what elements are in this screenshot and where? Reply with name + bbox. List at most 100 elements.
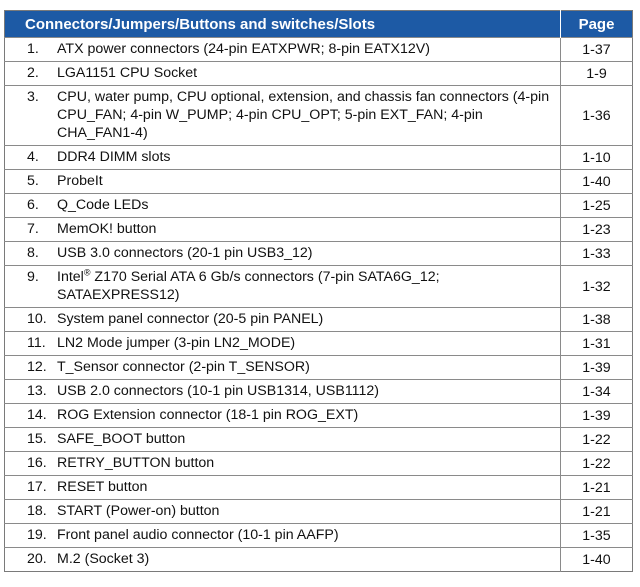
table-row: 20. M.2 (Socket 3) 1-40 xyxy=(4,547,633,572)
item-cell: 4. DDR4 DIMM slots xyxy=(4,145,561,170)
item-number: 13. xyxy=(27,383,47,399)
item-description: System panel connector (20-5 pin PANEL) xyxy=(57,311,324,327)
table-row: 5. ProbeIt 1-40 xyxy=(4,169,633,194)
table-row: 18. START (Power-on) button 1-21 xyxy=(4,499,633,524)
item-description: USB 3.0 connectors (20-1 pin USB3_12) xyxy=(57,245,313,261)
item-cell: 16. RETRY_BUTTON button xyxy=(4,451,561,476)
table-body: 1. ATX power connectors (24-pin EATXPWR; … xyxy=(4,37,633,572)
item-number: 9. xyxy=(27,269,39,285)
item-cell: 17. RESET button xyxy=(4,475,561,500)
item-cell: 3. CPU, water pump, CPU optional, extensi… xyxy=(4,85,561,146)
item-cell: 13. USB 2.0 connectors (10-1 pin USB1314,… xyxy=(4,379,561,404)
page-cell: 1-23 xyxy=(560,217,633,242)
page-cell: 1-36 xyxy=(560,85,633,146)
item-number: 7. xyxy=(27,221,39,237)
page-cell: 1-22 xyxy=(560,427,633,452)
item-description: ROG Extension connector (18-1 pin ROG_EX… xyxy=(57,407,359,423)
item-number: 18. xyxy=(27,503,47,519)
item-description: CPU, water pump, CPU optional, extension… xyxy=(57,89,550,141)
table-row: 6. Q_Code LEDs 1-25 xyxy=(4,193,633,218)
item-cell: 11. LN2 Mode jumper (3-pin LN2_MODE) xyxy=(4,331,561,356)
page-cell: 1-10 xyxy=(560,145,633,170)
item-description: LGA1151 CPU Socket xyxy=(57,65,198,81)
page-cell: 1-21 xyxy=(560,475,633,500)
item-description: ATX power connectors (24-pin EATXPWR; 8-… xyxy=(57,41,430,57)
item-description: T_Sensor connector (2-pin T_SENSOR) xyxy=(57,359,310,375)
item-description: RETRY_BUTTON button xyxy=(57,455,215,471)
item-number: 8. xyxy=(27,245,39,261)
item-description-text: Z170 Serial ATA 6 Gb/s connectors (7-pin… xyxy=(57,269,440,303)
table-row: 8. USB 3.0 connectors (20-1 pin USB3_12) 1… xyxy=(4,241,633,266)
page-cell: 1-37 xyxy=(560,37,633,62)
item-description: USB 2.0 connectors (10-1 pin USB1314, US… xyxy=(57,383,380,399)
item-cell: 12. T_Sensor connector (2-pin T_SENSOR) xyxy=(4,355,561,380)
table-row: 3. CPU, water pump, CPU optional, extensi… xyxy=(4,85,633,146)
item-cell: 8. USB 3.0 connectors (20-1 pin USB3_12) xyxy=(4,241,561,266)
table-row: 4. DDR4 DIMM slots 1-10 xyxy=(4,145,633,170)
item-number: 10. xyxy=(27,311,47,327)
item-cell: 19. Front panel audio connector (10-1 pin… xyxy=(4,523,561,548)
table-row: 9. Intel® Z170 Serial ATA 6 Gb/s connecto… xyxy=(4,265,633,308)
registered-mark: ® xyxy=(83,267,91,278)
item-cell: 1. ATX power connectors (24-pin EATXPWR; … xyxy=(4,37,561,62)
table-row: 7. MemOK! button 1-23 xyxy=(4,217,633,242)
item-cell: 6. Q_Code LEDs xyxy=(4,193,561,218)
table-row: 11. LN2 Mode jumper (3-pin LN2_MODE) 1-31 xyxy=(4,331,633,356)
page-cell: 1-39 xyxy=(560,355,633,380)
page-cell: 1-35 xyxy=(560,523,633,548)
item-description: Front panel audio connector (10-1 pin AA… xyxy=(57,527,339,543)
header-page: Page xyxy=(560,10,633,38)
item-description: LN2 Mode jumper (3-pin LN2_MODE) xyxy=(57,335,296,351)
item-description: MemOK! button xyxy=(57,221,157,237)
item-cell: 18. START (Power-on) button xyxy=(4,499,561,524)
item-number: 3. xyxy=(27,89,39,105)
item-cell: 7. MemOK! button xyxy=(4,217,561,242)
item-cell: 15. SAFE_BOOT button xyxy=(4,427,561,452)
page-cell: 1-32 xyxy=(560,265,633,308)
page-cell: 1-34 xyxy=(560,379,633,404)
item-description: START (Power-on) button xyxy=(57,503,220,519)
item-description: Q_Code LEDs xyxy=(57,197,149,213)
item-number: 20. xyxy=(27,551,47,567)
page-cell: 1-22 xyxy=(560,451,633,476)
item-number: 11. xyxy=(27,335,46,351)
item-description: ProbeIt xyxy=(57,173,103,189)
item-number: 6. xyxy=(27,197,39,213)
item-cell: 10. System panel connector (20-5 pin PANE… xyxy=(4,307,561,332)
connector-table-container: Connectors/Jumpers/Buttons and switches/… xyxy=(4,10,633,572)
item-description: M.2 (Socket 3) xyxy=(57,551,150,567)
table-row: 2. LGA1151 CPU Socket 1-9 xyxy=(4,61,633,86)
page-cell: 1-40 xyxy=(560,547,633,572)
table-row: 1. ATX power connectors (24-pin EATXPWR; … xyxy=(4,37,633,62)
item-number: 14. xyxy=(27,407,47,423)
table-row: 16. RETRY_BUTTON button 1-22 xyxy=(4,451,633,476)
table-row: 13. USB 2.0 connectors (10-1 pin USB1314,… xyxy=(4,379,633,404)
page-cell: 1-33 xyxy=(560,241,633,266)
item-number: 1. xyxy=(27,41,39,57)
page-cell: 1-9 xyxy=(560,61,633,86)
item-number: 4. xyxy=(27,149,39,165)
page-cell: 1-21 xyxy=(560,499,633,524)
item-number: 19. xyxy=(27,527,47,543)
item-description: RESET button xyxy=(57,479,148,495)
item-description: Intel® Z170 Serial ATA 6 Gb/s connectors… xyxy=(57,268,556,304)
item-description-brand: Intel xyxy=(57,269,84,285)
table-row: 15. SAFE_BOOT button 1-22 xyxy=(4,427,633,452)
item-cell: 2. LGA1151 CPU Socket xyxy=(4,61,561,86)
item-description: DDR4 DIMM slots xyxy=(57,149,171,165)
item-description: SAFE_BOOT button xyxy=(57,431,186,447)
table-header-row: Connectors/Jumpers/Buttons and switches/… xyxy=(4,10,633,38)
item-number: 17. xyxy=(27,479,47,495)
item-cell: 5. ProbeIt xyxy=(4,169,561,194)
page-cell: 1-31 xyxy=(560,331,633,356)
table-row: 12. T_Sensor connector (2-pin T_SENSOR) 1-… xyxy=(4,355,633,380)
item-number: 12. xyxy=(27,359,47,375)
item-cell: 20. M.2 (Socket 3) xyxy=(4,547,561,572)
item-number: 5. xyxy=(27,173,39,189)
page-cell: 1-25 xyxy=(560,193,633,218)
item-number: 2. xyxy=(27,65,39,81)
header-item: Connectors/Jumpers/Buttons and switches/… xyxy=(4,10,561,38)
page-cell: 1-38 xyxy=(560,307,633,332)
page-cell: 1-40 xyxy=(560,169,633,194)
table-row: 10. System panel connector (20-5 pin PANE… xyxy=(4,307,633,332)
